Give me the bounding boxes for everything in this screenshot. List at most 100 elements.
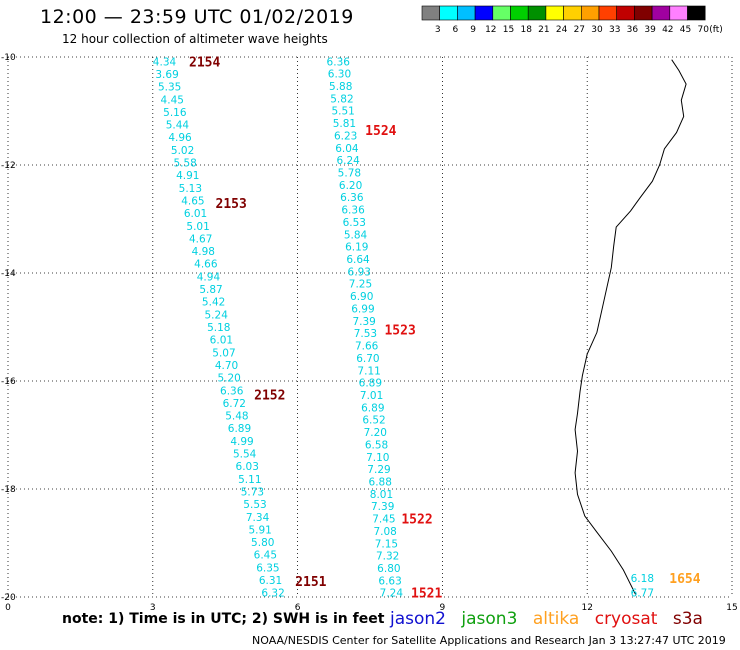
satellite-label-jason3: jason3: [461, 609, 518, 629]
x-tick-label: 15: [726, 603, 737, 613]
satellite-legend: jason2 jason3 altika cryosat s3a: [390, 609, 713, 629]
wave-height-value: 5.02: [171, 145, 194, 157]
pass-number-label: 2152: [254, 389, 285, 404]
wave-height-value: 6.70: [356, 353, 379, 365]
wave-height-value: 6.64: [346, 254, 370, 266]
satellite-label-altika: altika: [532, 609, 580, 629]
footer-note: note: 1) Time is in UTC; 2) SWH is in fe…: [62, 611, 385, 627]
wave-height-value: 5.07: [212, 347, 235, 359]
wave-height-value: 4.66: [194, 259, 218, 271]
wave-height-value: 5.80: [251, 537, 274, 549]
wave-height-value: 7.32: [376, 551, 399, 563]
pass-number-label: 2153: [216, 197, 247, 212]
scale-label: 12: [485, 25, 496, 35]
wave-height-value: 7.53: [354, 328, 377, 340]
scale-label: 45: [680, 25, 691, 35]
scale-label: 24: [556, 25, 568, 35]
wave-height-value: 7.11: [357, 365, 380, 377]
wave-height-value: 6.23: [334, 130, 357, 142]
y-tick-label: -12: [1, 161, 16, 171]
wave-height-value: 7.24: [380, 588, 404, 600]
wave-height-value: 3.69: [155, 69, 178, 81]
wave-height-value: 8.01: [370, 489, 393, 501]
wave-height-value: 6.88: [369, 476, 392, 488]
x-tick-label: 6: [295, 603, 301, 613]
wave-height-value: 4.65: [181, 195, 204, 207]
wave-height-value: 4.96: [168, 132, 192, 144]
wave-height-value: 6.53: [343, 217, 366, 229]
scale-label: 39: [644, 25, 656, 35]
wave-height-value: 5.01: [186, 221, 209, 233]
wave-height-value: 6.89: [361, 402, 384, 414]
wave-height-value: 7.10: [366, 452, 389, 464]
wave-height-value: 4.67: [189, 233, 212, 245]
wave-height-value: 7.39: [371, 501, 394, 513]
y-tick-label: -10: [1, 53, 16, 63]
x-tick-label: 0: [5, 603, 11, 613]
wave-height-value: 5.42: [202, 297, 225, 309]
page-title: 12:00 — 23:59 UTC 01/02/2019: [40, 6, 354, 28]
scale-label: 70: [697, 25, 709, 35]
wave-height-value: 6.89: [359, 378, 382, 390]
wave-height-value: 7.20: [364, 427, 387, 439]
wave-height-value: 5.13: [179, 183, 202, 195]
y-tick-label: -14: [1, 269, 16, 279]
wave-height-value: 5.88: [329, 81, 352, 93]
credit-line: NOAA/NESDIS Center for Satellite Applica…: [252, 634, 726, 647]
y-tick-label: -16: [1, 377, 16, 387]
satellite-label-s3a: s3a: [672, 609, 703, 629]
x-tick-label: 12: [581, 603, 592, 613]
wave-height-value: 7.08: [373, 526, 396, 538]
wave-height-value: 6.32: [261, 588, 284, 600]
wave-height-value: 6.36: [341, 205, 365, 217]
wave-height-value: 5.87: [199, 284, 222, 296]
wave-height-value: 4.98: [192, 246, 215, 258]
pass-number-label: 1523: [384, 324, 415, 339]
wave-height-value: 5.51: [331, 106, 354, 118]
scale-label: 27: [574, 25, 585, 35]
scale-swatch: [687, 5, 706, 21]
wave-height-value: 7.01: [360, 390, 383, 402]
coastline: [574, 59, 687, 595]
wave-height-value: 7.15: [375, 538, 398, 550]
wave-height-value: 6.31: [259, 575, 282, 587]
wave-height-value: 6.99: [351, 303, 374, 315]
wave-height-value: 6.52: [362, 415, 385, 427]
wave-height-value: 4.99: [230, 436, 253, 448]
wave-height-value: 5.24: [205, 309, 229, 321]
wave-height-value: 5.58: [173, 158, 196, 170]
pass-number-label: 1521: [411, 587, 442, 602]
scale-label: 18: [520, 25, 532, 35]
wave-height-value: 6.93: [348, 266, 371, 278]
scale-label: 3: [435, 25, 441, 35]
pass-number-label: 1654: [669, 572, 700, 587]
scale-label: 9: [470, 25, 476, 35]
wave-height-value: 6.01: [210, 335, 233, 347]
wave-height-value: 6.45: [254, 550, 277, 562]
wave-height-value: 6.36: [220, 385, 244, 397]
wave-height-value: 5.18: [207, 322, 230, 334]
y-tick-label: -20: [1, 593, 16, 603]
wave-height-value: 6.30: [328, 69, 351, 81]
pass-number-label: 1522: [401, 513, 432, 528]
wave-height-value: 7.25: [349, 279, 372, 291]
wave-height-value: 7.39: [352, 316, 375, 328]
color-scale-legend: 3 6 9 12 15 18 21 24 27 30 33 36 39 42 45 70 (ft): [421, 5, 723, 35]
wave-height-value: 6.77: [631, 588, 654, 600]
wave-height-value: 6.63: [378, 575, 401, 587]
scale-label: 33: [609, 25, 620, 35]
pass-number-label: 2151: [295, 575, 326, 590]
scale-label: 42: [662, 25, 673, 35]
wave-height-value: 6.58: [365, 439, 388, 451]
wave-height-value: 5.91: [248, 524, 271, 536]
wave-height-value: 6.72: [223, 398, 246, 410]
wave-height-value: 5.48: [225, 411, 248, 423]
wave-height-value: 7.45: [372, 514, 395, 526]
wave-height-value: 4.45: [161, 94, 184, 106]
wave-height-value: 5.54: [233, 449, 257, 461]
wave-height-value: 7.29: [367, 464, 390, 476]
wave-height-value: 6.20: [339, 180, 362, 192]
wave-height-value: 6.01: [184, 208, 207, 220]
wave-height-value: 6.19: [345, 242, 368, 254]
